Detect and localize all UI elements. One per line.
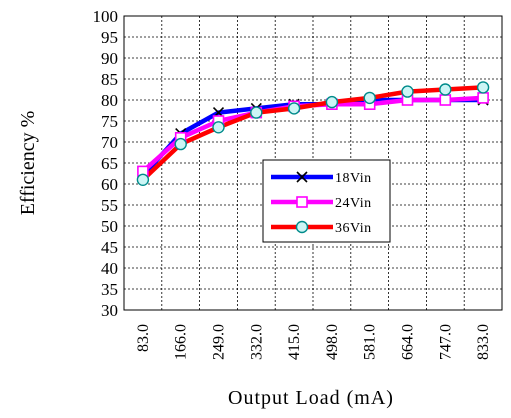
data-point-36Vin [137,174,148,185]
data-point-24Vin [440,95,450,105]
x-axis-title: Output Load (mA) [228,387,394,409]
y-tick-label: 95 [101,28,118,47]
data-point-36Vin [213,122,224,133]
x-tick-label: 332.0 [248,324,265,360]
legend-marker-24Vin [297,197,307,207]
x-tick-label: 415.0 [286,324,303,360]
legend-label-24Vin: 24Vin [335,196,372,211]
y-tick-label: 85 [101,70,118,89]
y-tick-label: 30 [101,301,118,320]
legend-label-36Vin: 36Vin [335,221,372,236]
y-tick-label: 45 [101,238,118,257]
y-tick-label: 70 [101,133,118,152]
legend-label-18Vin: 18Vin [335,171,372,186]
y-tick-label: 100 [93,7,119,26]
x-tick-label: 747.0 [437,324,454,360]
y-axis-ticks: 30 35 40 45 50 55 60 65 70 75 80 85 90 95 100 [93,7,119,320]
y-tick-label: 65 [101,154,118,173]
y-axis-title: Efficiency % [17,111,39,216]
data-point-36Vin [251,107,262,118]
x-tick-label: 581.0 [362,324,379,360]
y-tick-label: 90 [101,49,118,68]
x-tick-label: 83.0 [135,324,152,352]
y-tick-label: 40 [101,259,118,278]
data-point-36Vin [440,84,451,95]
x-tick-label: 833.0 [475,324,492,360]
data-point-36Vin [289,103,300,114]
legend-marker-36Vin [297,222,308,233]
y-tick-label: 80 [101,91,118,110]
data-point-36Vin [402,86,413,97]
x-tick-label: 498.0 [324,324,341,360]
legend: 18Vin 24Vin 36Vin [263,160,390,242]
data-point-36Vin [175,139,186,150]
y-tick-label: 55 [101,196,118,215]
data-point-36Vin [478,82,489,93]
x-tick-label: 664.0 [400,324,417,360]
data-point-24Vin [478,93,488,103]
x-tick-label: 166.0 [173,324,190,360]
y-tick-label: 50 [101,217,118,236]
y-tick-label: 60 [101,175,118,194]
y-tick-label: 75 [101,112,118,131]
x-tick-label: 249.0 [211,324,228,360]
y-tick-label: 35 [101,280,118,299]
data-point-36Vin [364,92,375,103]
x-axis-ticks: 83.0 166.0 249.0 332.0 415.0 498.0 581.0 664.0 7… [135,324,492,360]
data-point-36Vin [326,97,337,108]
